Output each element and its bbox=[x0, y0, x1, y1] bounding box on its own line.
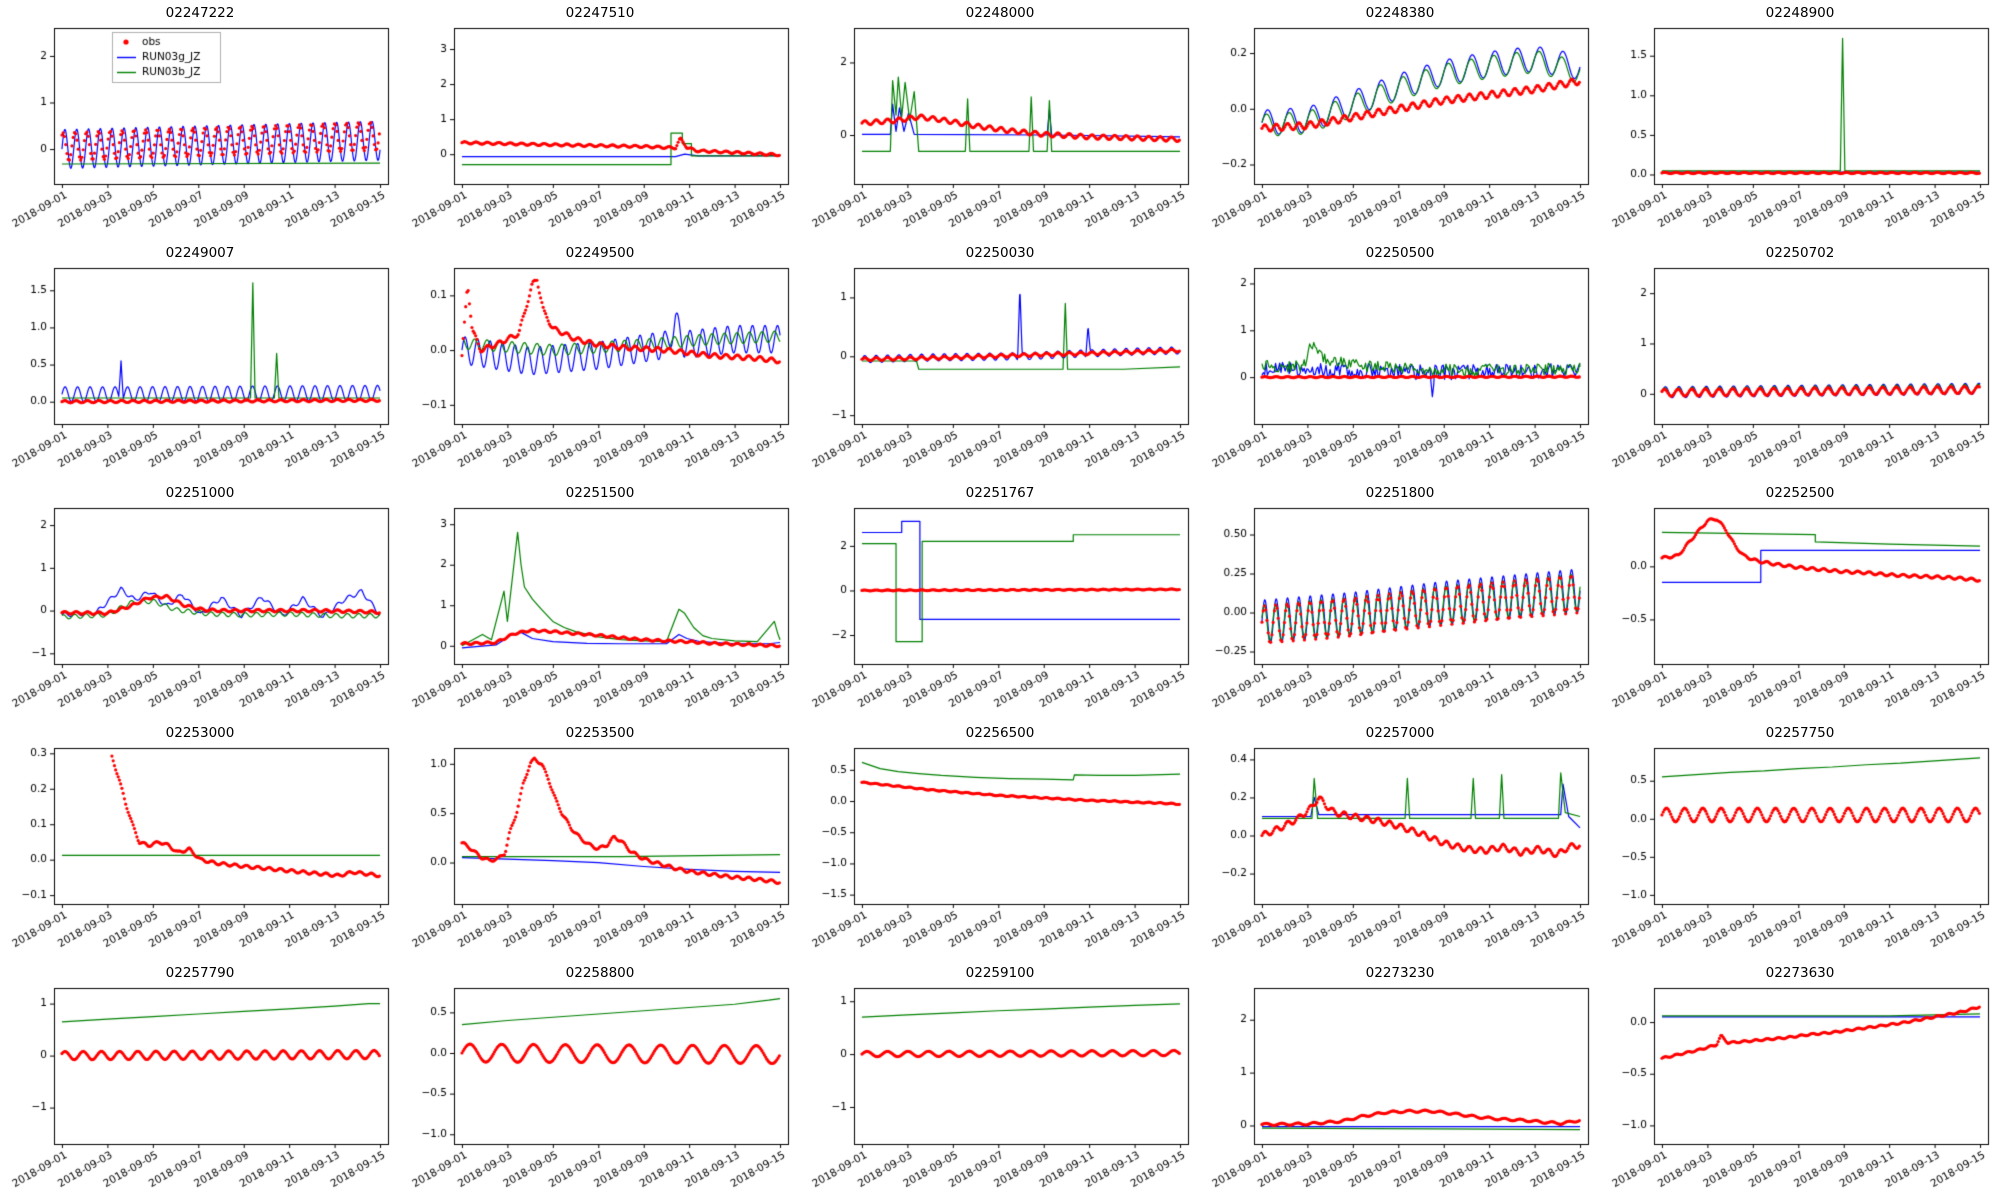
subplot-02247510: 02247510 bbox=[400, 0, 800, 240]
subplot-canvas bbox=[1200, 24, 1600, 240]
subplot-02256500: 02256500 bbox=[800, 720, 1200, 960]
subplot-title: 02251800 bbox=[1365, 485, 1435, 501]
subplot-title: 02248000 bbox=[965, 5, 1035, 21]
subplot-02248000: 02248000 bbox=[800, 0, 1200, 240]
subplot-canvas bbox=[1600, 24, 2000, 240]
subplot-02248900: 02248900 bbox=[1600, 0, 2000, 240]
subplot-title: 02273630 bbox=[1765, 965, 1835, 981]
subplot-title: 02250702 bbox=[1765, 245, 1835, 261]
subplot-02257790: 02257790 bbox=[0, 960, 400, 1200]
subplot-canvas bbox=[0, 264, 400, 480]
subplot-canvas bbox=[800, 264, 1200, 480]
subplot-canvas bbox=[400, 984, 800, 1200]
subplot-canvas bbox=[1600, 264, 2000, 480]
subplot-02247222: 02247222 bbox=[0, 0, 400, 240]
subplot-title: 02248900 bbox=[1765, 5, 1835, 21]
subplot-02253500: 02253500 bbox=[400, 720, 800, 960]
subplot-canvas bbox=[1200, 264, 1600, 480]
subplot-02251500: 02251500 bbox=[400, 480, 800, 720]
subplot-02257750: 02257750 bbox=[1600, 720, 2000, 960]
subplot-title: 02252500 bbox=[1765, 485, 1835, 501]
subplot-title: 02248380 bbox=[1365, 5, 1435, 21]
subplot-title: 02251500 bbox=[565, 485, 635, 501]
subplot-title: 02257750 bbox=[1765, 725, 1835, 741]
subplot-canvas bbox=[400, 504, 800, 720]
subplot-02257000: 02257000 bbox=[1200, 720, 1600, 960]
subplot-canvas bbox=[0, 744, 400, 960]
subplot-title: 02247510 bbox=[565, 5, 635, 21]
subplot-canvas bbox=[400, 744, 800, 960]
subplot-canvas bbox=[1600, 984, 2000, 1200]
subplot-title: 02247222 bbox=[165, 5, 235, 21]
subplot-title: 02249007 bbox=[165, 245, 235, 261]
subplot-02273230: 02273230 bbox=[1200, 960, 1600, 1200]
subplot-02248380: 02248380 bbox=[1200, 0, 1600, 240]
subplot-canvas bbox=[0, 24, 400, 240]
subplot-canvas bbox=[800, 984, 1200, 1200]
subplot-title: 02253500 bbox=[565, 725, 635, 741]
subplot-title: 02256500 bbox=[965, 725, 1035, 741]
subplot-canvas bbox=[800, 24, 1200, 240]
subplot-canvas bbox=[400, 264, 800, 480]
subplot-02251000: 02251000 bbox=[0, 480, 400, 720]
subplot-02252500: 02252500 bbox=[1600, 480, 2000, 720]
subplot-02249500: 02249500 bbox=[400, 240, 800, 480]
subplot-02259100: 02259100 bbox=[800, 960, 1200, 1200]
subplot-title: 02250030 bbox=[965, 245, 1035, 261]
subplot-canvas bbox=[1200, 504, 1600, 720]
subplot-02251800: 02251800 bbox=[1200, 480, 1600, 720]
subplot-canvas bbox=[1200, 744, 1600, 960]
subplot-02249007: 02249007 bbox=[0, 240, 400, 480]
subplot-title: 02250500 bbox=[1365, 245, 1435, 261]
subplot-title: 02253000 bbox=[165, 725, 235, 741]
subplot-02253000: 02253000 bbox=[0, 720, 400, 960]
subplot-canvas bbox=[0, 984, 400, 1200]
subplot-canvas bbox=[0, 504, 400, 720]
subplot-canvas bbox=[800, 744, 1200, 960]
subplot-canvas bbox=[1200, 984, 1600, 1200]
subplot-title: 02257000 bbox=[1365, 725, 1435, 741]
subplot-02250702: 02250702 bbox=[1600, 240, 2000, 480]
subplot-title: 02258800 bbox=[565, 965, 635, 981]
subplot-02250030: 02250030 bbox=[800, 240, 1200, 480]
subplot-title: 02257790 bbox=[165, 965, 235, 981]
subplot-canvas bbox=[1600, 504, 2000, 720]
subplot-title: 02249500 bbox=[565, 245, 635, 261]
subplot-02273630: 02273630 bbox=[1600, 960, 2000, 1200]
subplot-02258800: 02258800 bbox=[400, 960, 800, 1200]
subplot-title: 02273230 bbox=[1365, 965, 1435, 981]
subplot-title: 02251767 bbox=[965, 485, 1035, 501]
subplot-02251767: 02251767 bbox=[800, 480, 1200, 720]
subplot-02250500: 02250500 bbox=[1200, 240, 1600, 480]
subplot-title: 02251000 bbox=[165, 485, 235, 501]
subplot-canvas bbox=[400, 24, 800, 240]
subplot-canvas bbox=[800, 504, 1200, 720]
subplot-title: 02259100 bbox=[965, 965, 1035, 981]
subplot-canvas bbox=[1600, 744, 2000, 960]
